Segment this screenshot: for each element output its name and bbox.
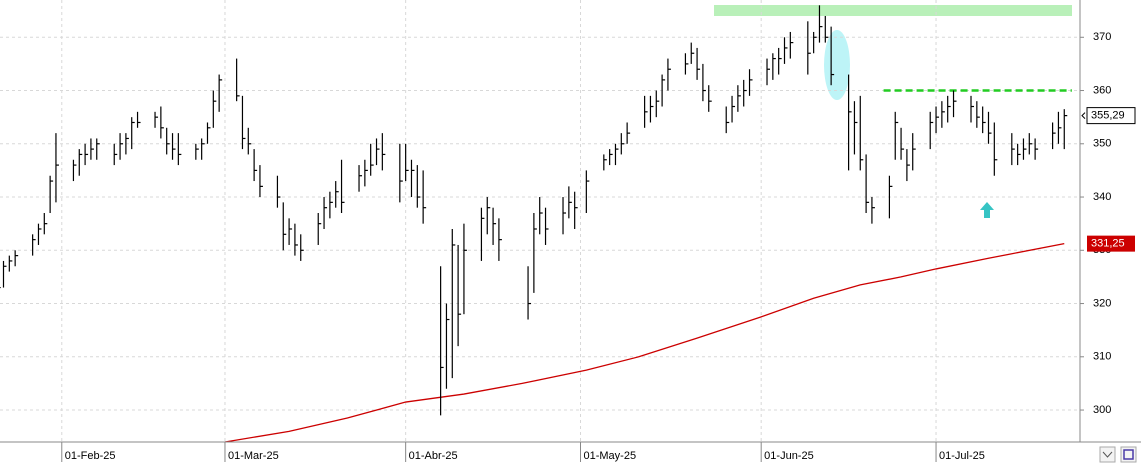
moving-average-line <box>224 242 1065 443</box>
plot <box>0 0 1080 443</box>
y-tick-label: 370 <box>1093 31 1111 43</box>
y-tick-label: 300 <box>1093 404 1111 416</box>
highlight-band <box>714 5 1072 16</box>
y-tick-label: 320 <box>1093 297 1111 309</box>
price-pointer <box>1081 112 1086 119</box>
x-tick-label: 01-Jul-25 <box>939 450 985 462</box>
price-label: 355,29 <box>1091 110 1125 122</box>
ma-label: 331,25 <box>1091 238 1125 250</box>
ma-label-box <box>1087 235 1135 252</box>
y-tick-label: 360 <box>1093 84 1111 96</box>
x-tick-label: 01-Mar-25 <box>228 450 279 462</box>
x-tick-label: 01-Feb-25 <box>65 450 116 462</box>
arrow-marker <box>980 202 994 218</box>
scroll-button[interactable] <box>1099 446 1116 463</box>
x-tick-label: 01-Jun-25 <box>764 450 814 462</box>
y-tick-label: 310 <box>1093 351 1111 363</box>
y-tick-label: 350 <box>1093 138 1111 150</box>
x-tick-label: 01-May-25 <box>584 450 637 462</box>
save-icon <box>1123 449 1134 460</box>
y-tick-label: 340 <box>1093 191 1111 203</box>
highlight-ellipse <box>824 30 850 100</box>
price-label-box <box>1086 107 1136 125</box>
chevron-icon <box>1102 451 1113 458</box>
x-tick-label: 01-Abr-25 <box>409 450 458 462</box>
